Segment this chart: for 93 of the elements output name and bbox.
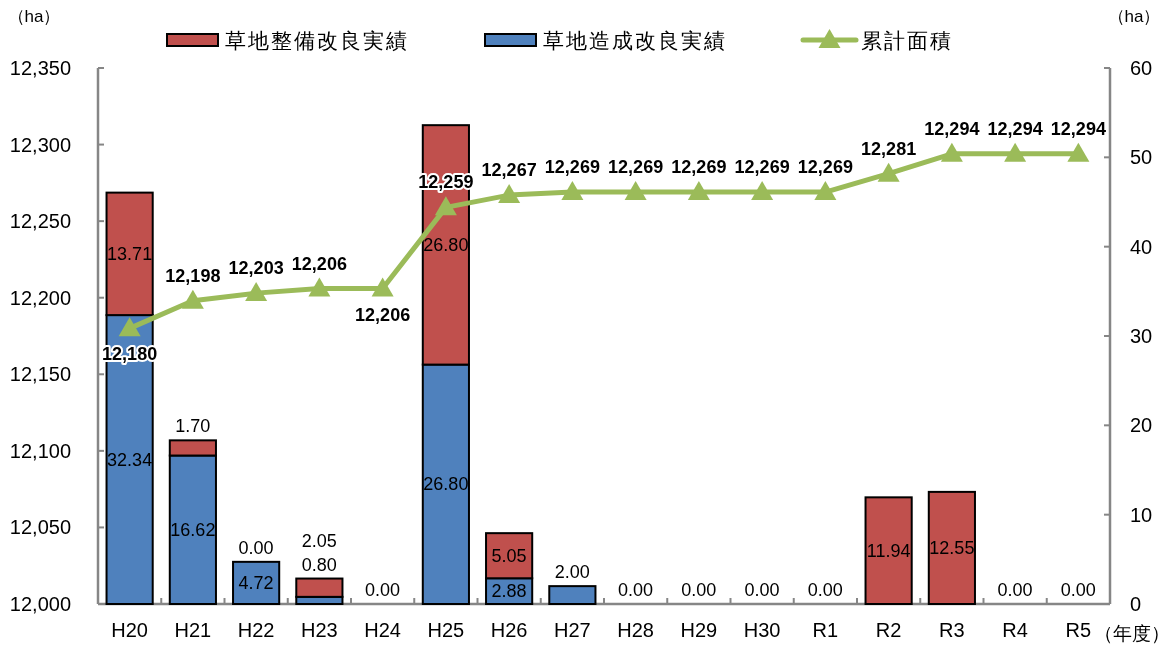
point [1004, 142, 1027, 162]
point [940, 142, 963, 162]
data-label: 12,269 [544, 157, 600, 178]
data-label: 12,269 [608, 157, 664, 178]
data-label: 2.00 [554, 562, 590, 583]
x-tick-label: H29 [680, 619, 718, 641]
y2-tick-label: 60 [1130, 57, 1153, 79]
data-label: 26.80 [423, 474, 469, 495]
y-axis-title: （ha） [7, 7, 61, 26]
y-tick-label: 12,150 [9, 363, 71, 386]
y2-tick-label: 30 [1130, 325, 1153, 347]
data-label: 12,269 [671, 157, 727, 178]
y-tick-label: 12,050 [9, 516, 71, 539]
y2-tick-label: 20 [1130, 414, 1153, 437]
data-label: 0.00 [238, 537, 274, 558]
data-label: 0.00 [681, 580, 717, 600]
y2-axis-title: （ha） [1107, 7, 1161, 26]
y-tick-label: 12,100 [9, 439, 71, 462]
data-label: 12,198 [165, 265, 221, 286]
data-label: 12,294 [987, 118, 1043, 139]
point [498, 184, 521, 204]
y2-tick-label: 50 [1130, 146, 1153, 169]
data-label: 12,269 [797, 157, 853, 178]
x-tick-label: H28 [617, 619, 654, 641]
data-label: 26.80 [423, 234, 469, 255]
x-tick-label: R2 [875, 619, 902, 641]
point [877, 162, 900, 182]
data-label: 12,206 [355, 304, 411, 325]
data-label: 5.05 [491, 545, 527, 566]
x-tick-label: H26 [490, 619, 528, 641]
data-label: 0.00 [997, 580, 1033, 600]
point [434, 196, 457, 216]
data-label: 12,269 [734, 157, 790, 178]
data-label: 12,267 [481, 160, 537, 181]
point [624, 181, 647, 201]
bar [548, 585, 597, 605]
bar [864, 496, 913, 605]
point [1067, 142, 1090, 162]
data-label: 32.34 [107, 449, 153, 470]
y-tick-label: 12,350 [9, 57, 71, 79]
point [371, 277, 394, 297]
bar [232, 560, 281, 605]
y-tick-label: 12,250 [9, 210, 71, 233]
x-tick-label: H23 [301, 619, 338, 641]
x-tick-label: R1 [812, 619, 839, 641]
point [181, 289, 204, 309]
point [751, 181, 774, 201]
y-tick-label: 12,300 [9, 133, 71, 156]
data-label: 12.55 [929, 537, 975, 558]
legend-label: 草地造成改良実績 [543, 28, 727, 52]
x-tick-label: H25 [427, 619, 465, 641]
bar [927, 490, 976, 605]
data-label: 0.00 [1060, 580, 1096, 600]
data-label: 13.71 [107, 243, 153, 264]
data-label: 0.80 [301, 554, 337, 575]
data-label: 0.00 [807, 580, 843, 600]
data-label: 1.70 [175, 416, 211, 437]
y-tick-label: 12,000 [9, 593, 71, 615]
y2-tick-label: 10 [1130, 503, 1153, 526]
y-tick-label: 12,200 [9, 286, 71, 309]
y2-tick-label: 40 [1130, 235, 1153, 258]
data-label: 2.05 [301, 530, 337, 551]
x-tick-label: H27 [554, 619, 591, 641]
x-tick-label: R3 [939, 619, 965, 641]
data-label: 12,294 [1050, 118, 1106, 139]
x-tick-label: H22 [237, 619, 275, 641]
point [308, 277, 331, 297]
data-label: 0.00 [618, 580, 654, 600]
data-label: 12,281 [861, 138, 917, 159]
x-axis-title: （年度） [1094, 623, 1168, 644]
x-tick-label: R4 [1002, 619, 1028, 641]
data-label: 12,206 [291, 253, 347, 274]
data-label: 2.88 [491, 581, 527, 602]
x-tick-label: H20 [111, 619, 148, 641]
data-label: 12,203 [228, 258, 284, 279]
x-tick-label: R5 [1065, 619, 1092, 641]
data-label: 0.00 [365, 580, 401, 600]
point [814, 181, 837, 201]
data-label: 0.00 [744, 580, 780, 600]
legend-label: 累計面積 [861, 28, 953, 52]
point [245, 282, 268, 302]
x-tick-label: H21 [174, 619, 212, 641]
y2-tick-label: 0 [1130, 593, 1142, 615]
point [561, 181, 584, 201]
point [118, 317, 141, 337]
data-label: 16.62 [170, 519, 216, 540]
data-label: 12,294 [924, 118, 980, 139]
data-label: 11.94 [866, 540, 911, 561]
x-tick-label: H24 [364, 619, 401, 641]
legend-label: 草地整備改良実績 [225, 28, 409, 52]
point [687, 181, 710, 201]
x-tick-label: H30 [743, 619, 781, 641]
data-label: 4.72 [238, 572, 274, 593]
